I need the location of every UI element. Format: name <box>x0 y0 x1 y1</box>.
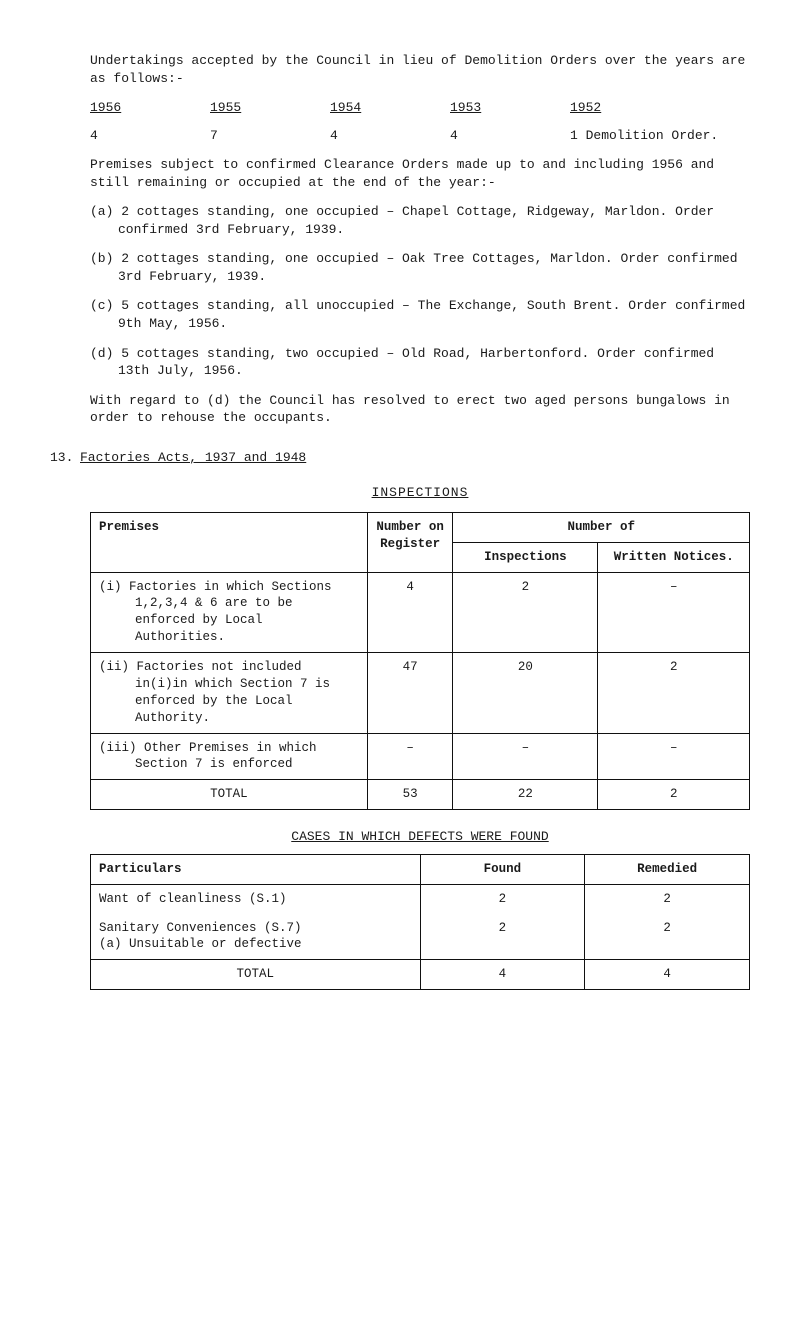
inspections-table: Premises Number on Register Number of In… <box>90 512 750 810</box>
d-row3-part: TOTAL <box>91 960 421 990</box>
row2-num: 47 <box>367 653 453 734</box>
th-premises: Premises <box>91 512 368 572</box>
row1-num: 4 <box>367 572 453 653</box>
d-row2-found: 2 <box>420 914 585 960</box>
table-total-row: TOTAL 4 4 <box>91 960 750 990</box>
row3-writ: – <box>598 733 750 780</box>
row1-writ: – <box>598 572 750 653</box>
year-1955: 1955 <box>210 99 270 117</box>
clearance-intro: Premises subject to confirmed Clearance … <box>90 156 750 191</box>
th-number-of: Number of <box>453 512 750 542</box>
year-1952: 1952 <box>570 99 630 117</box>
row2-writ: 2 <box>598 653 750 734</box>
year-1953: 1953 <box>450 99 510 117</box>
count-row: 4 7 4 4 1 Demolition Order. <box>90 127 750 145</box>
row4-insp: 22 <box>453 780 598 810</box>
row3-label: (iii) Other Premises in which Section 7 … <box>99 740 359 774</box>
d-row1-part: Want of cleanliness (S.1) <box>91 884 421 913</box>
count-1952: 1 Demolition Order. <box>570 127 750 145</box>
year-1954: 1954 <box>330 99 390 117</box>
table-row: (iii) Other Premises in which Section 7 … <box>91 733 750 780</box>
defects-title: CASES IN WHICH DEFECTS WERE FOUND <box>90 828 750 846</box>
d-row1-found: 2 <box>420 884 585 913</box>
th-inspections: Inspections <box>453 542 598 572</box>
row4-num: 53 <box>367 780 453 810</box>
row1-insp: 2 <box>453 572 598 653</box>
d-row3-rem: 4 <box>585 960 750 990</box>
d-row1-rem: 2 <box>585 884 750 913</box>
table-row: (ii) Factories not included in(i)in whic… <box>91 653 750 734</box>
row4-writ: 2 <box>598 780 750 810</box>
row1-label: (i) Factories in which Sections 1,2,3,4 … <box>99 579 359 647</box>
row4-label: TOTAL <box>91 780 368 810</box>
d-row2-rem: 2 <box>585 914 750 960</box>
row3-insp: – <box>453 733 598 780</box>
count-1954: 4 <box>330 127 390 145</box>
d-row2-part: Sanitary Conveniences (S.7) (a) Unsuitab… <box>91 914 421 960</box>
th-found: Found <box>420 854 585 884</box>
table-total-row: TOTAL 53 22 2 <box>91 780 750 810</box>
table-row: Sanitary Conveniences (S.7) (a) Unsuitab… <box>91 914 750 960</box>
count-1955: 7 <box>210 127 270 145</box>
th-written-notices: Written Notices. <box>598 542 750 572</box>
table-row: (i) Factories in which Sections 1,2,3,4 … <box>91 572 750 653</box>
d-row3-found: 4 <box>420 960 585 990</box>
table-header-row: Premises Number on Register Number of <box>91 512 750 542</box>
item-a: (a) 2 cottages standing, one occupied – … <box>90 203 750 238</box>
section-title: Factories Acts, 1937 and 1948 <box>80 449 306 467</box>
year-row: 1956 1955 1954 1953 1952 <box>90 99 750 117</box>
table-row: Want of cleanliness (S.1) 2 2 <box>91 884 750 913</box>
item-c: (c) 5 cottages standing, all unoccupied … <box>90 297 750 332</box>
item-d: (d) 5 cottages standing, two occupied – … <box>90 345 750 380</box>
inspections-title: INSPECTIONS <box>90 484 750 502</box>
th-particulars: Particulars <box>91 854 421 884</box>
year-1956: 1956 <box>90 99 150 117</box>
defects-table: Particulars Found Remedied Want of clean… <box>90 854 750 990</box>
intro-paragraph: Undertakings accepted by the Council in … <box>90 52 750 87</box>
section-13-heading: 13. Factories Acts, 1937 and 1948 <box>90 449 750 467</box>
resolution-paragraph: With regard to (d) the Council has resol… <box>90 392 750 427</box>
item-b: (b) 2 cottages standing, one occupied – … <box>90 250 750 285</box>
section-number: 13. <box>50 449 80 467</box>
count-1953: 4 <box>450 127 510 145</box>
th-number-register: Number on Register <box>367 512 453 572</box>
table-header-row: Particulars Found Remedied <box>91 854 750 884</box>
count-1956: 4 <box>90 127 150 145</box>
row2-label: (ii) Factories not included in(i)in whic… <box>99 659 359 727</box>
th-remedied: Remedied <box>585 854 750 884</box>
row2-insp: 20 <box>453 653 598 734</box>
row3-num: – <box>367 733 453 780</box>
